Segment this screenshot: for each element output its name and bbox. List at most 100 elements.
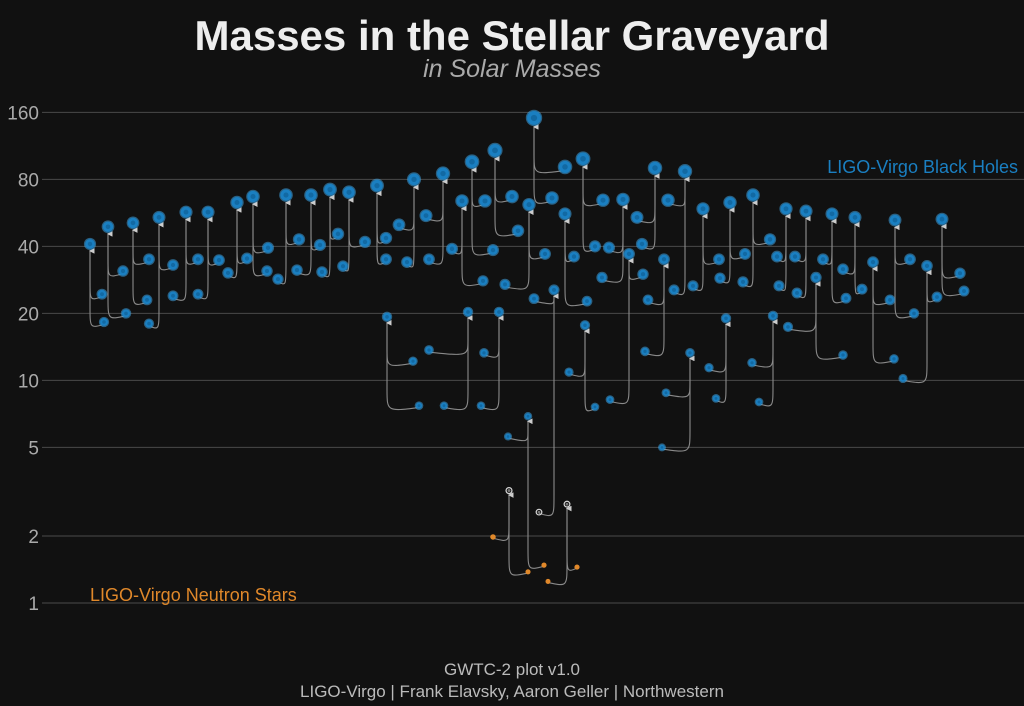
remnant-point [888, 213, 902, 227]
y-tick-label: 10 [18, 371, 39, 392]
progenitor-point [291, 264, 303, 276]
remnant-point [370, 178, 384, 193]
merger-link [742, 199, 758, 288]
progenitor-point [637, 268, 649, 280]
remnant-point [462, 306, 474, 318]
remnant-point [83, 237, 97, 251]
progenitor-point [486, 244, 500, 257]
merger-link [582, 164, 604, 207]
progenitor-point [192, 253, 204, 266]
progenitor-point [954, 267, 966, 279]
progenitor-point [213, 254, 225, 267]
progenitor-point [605, 395, 615, 404]
remnant-point [230, 195, 244, 210]
progenitor-point [640, 346, 650, 357]
remnant-point [179, 205, 193, 219]
progenitor-point [588, 240, 602, 253]
merger-link [376, 190, 387, 265]
remnant-point [779, 202, 793, 216]
remnant-point [522, 197, 536, 212]
progenitor-point [602, 241, 616, 254]
grid-lines: 1 2 5 10 20 40 80 160 [7, 103, 1024, 615]
remnant-point [246, 189, 260, 204]
remnant-point [579, 320, 591, 331]
progenitor-point [661, 388, 671, 398]
progenitor-point [525, 569, 531, 575]
remnant-point [435, 166, 451, 181]
progenitor-point [557, 159, 573, 175]
remnant-point [101, 220, 115, 234]
progenitor-point [958, 285, 970, 297]
progenitor-point [754, 397, 764, 407]
progenitor-point [476, 401, 486, 410]
progenitor-point [568, 250, 580, 263]
progenitor-point [261, 265, 273, 277]
remnant-point [935, 212, 949, 226]
progenitor-point [380, 253, 392, 266]
merger-link [492, 492, 514, 541]
merger-link [673, 176, 690, 296]
progenitor-point [668, 284, 680, 296]
merger-link [471, 167, 494, 256]
merger-link [941, 223, 965, 297]
progenitor-point [423, 253, 435, 266]
progenitor-point [439, 401, 449, 410]
progenitor-point [635, 237, 649, 251]
merger-link [494, 155, 519, 237]
progenitor-point [856, 283, 868, 295]
progenitor-point [713, 253, 725, 266]
remnant-point [342, 185, 356, 200]
progenitor-point [445, 242, 459, 255]
remnant-point [799, 204, 813, 218]
remnant-point [406, 172, 422, 187]
remnant-point [201, 205, 215, 219]
remnant-point [867, 256, 879, 268]
progenitor-point [408, 356, 418, 366]
merger-link [566, 505, 578, 571]
chart-title: Masses in the Stellar Graveyard [194, 12, 830, 59]
remnant-point [825, 207, 839, 221]
progenitor-point [574, 564, 580, 570]
progenitor-point [292, 233, 306, 246]
progenitor-point [840, 292, 852, 304]
progenitor-point [739, 247, 751, 260]
progenitor-point [747, 358, 757, 368]
remnant-point [548, 284, 560, 296]
remnant-point [677, 164, 693, 179]
y-tick-label: 5 [28, 438, 39, 459]
progenitor-point [511, 224, 525, 238]
merger-link [148, 221, 164, 329]
progenitor-point [791, 287, 803, 299]
merger-link [428, 315, 473, 355]
progenitor-point [478, 194, 492, 208]
progenitor-point [596, 193, 610, 207]
progenitor-point [379, 231, 393, 245]
remnant-point [647, 160, 663, 176]
progenitor-point [401, 256, 413, 268]
merger-link [480, 315, 504, 411]
progenitor-point [545, 578, 551, 584]
progenitor-point [545, 191, 559, 205]
remnant-point [523, 412, 533, 421]
y-tick-label: 20 [18, 304, 39, 325]
progenitor-point [490, 534, 496, 540]
progenitor-point [590, 402, 600, 412]
progenitor-point [98, 316, 110, 328]
y-tick-label: 40 [18, 237, 39, 258]
progenitor-point [120, 308, 132, 319]
progenitor-point [505, 189, 519, 204]
progenitor-point [581, 295, 593, 307]
remnant-point [810, 271, 822, 284]
progenitor-point [96, 288, 108, 300]
progenitor-point [222, 267, 234, 279]
mass-points [83, 109, 970, 584]
merger-link [504, 209, 534, 290]
legend-black-holes: LIGO-Virgo Black Holes [827, 157, 1018, 177]
merger-link [902, 269, 932, 384]
merger-link [831, 218, 847, 304]
progenitor-point [711, 394, 721, 403]
progenitor-point [167, 259, 179, 271]
merger-link [547, 505, 572, 586]
progenitor-point [763, 233, 777, 246]
